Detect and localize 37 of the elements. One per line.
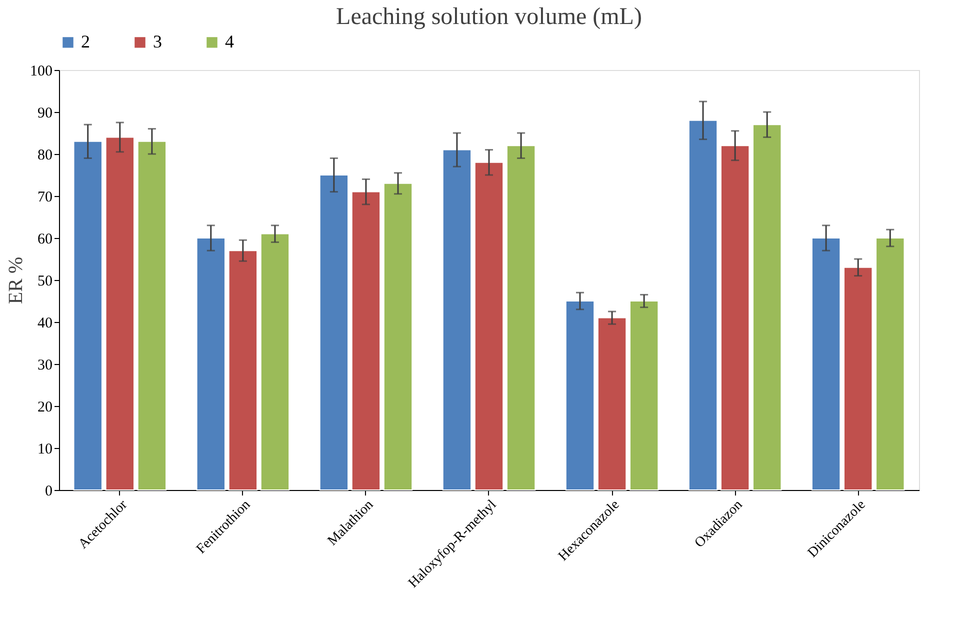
bar [228, 250, 258, 490]
bar [565, 300, 595, 490]
y-tick-label: 30 [38, 358, 52, 374]
bar [629, 300, 659, 490]
bar [137, 140, 167, 490]
bar [383, 182, 413, 490]
y-tick-label: 90 [38, 106, 52, 122]
y-tick-label: 60 [38, 232, 52, 248]
y-axis-title: ER % [5, 256, 27, 304]
bar [105, 136, 134, 490]
legend-label: 2 [81, 31, 90, 52]
y-tick-label: 70 [38, 190, 52, 206]
y-tick-label: 20 [38, 400, 52, 416]
y-tick-label: 100 [30, 64, 52, 80]
bar [260, 233, 290, 490]
chart-title: Leaching solution volume (mL) [336, 4, 642, 30]
bar [506, 145, 536, 490]
bar [752, 124, 782, 490]
legend-label: 3 [153, 31, 162, 52]
bar [351, 191, 381, 490]
bar [844, 266, 873, 490]
y-tick-label: 50 [38, 274, 52, 290]
bar [442, 149, 472, 490]
bar [73, 140, 102, 490]
legend-label: 4 [225, 31, 234, 52]
bar [876, 238, 905, 490]
y-tick-label: 0 [45, 484, 52, 500]
y-tick-label: 10 [38, 442, 52, 458]
bar [688, 120, 718, 490]
bar [196, 238, 226, 490]
y-tick-label: 40 [38, 316, 52, 332]
bar [720, 145, 750, 490]
y-tick-label: 80 [38, 148, 52, 164]
bar [319, 174, 349, 490]
bar [474, 162, 504, 490]
bar [597, 317, 627, 490]
bar [811, 238, 841, 490]
